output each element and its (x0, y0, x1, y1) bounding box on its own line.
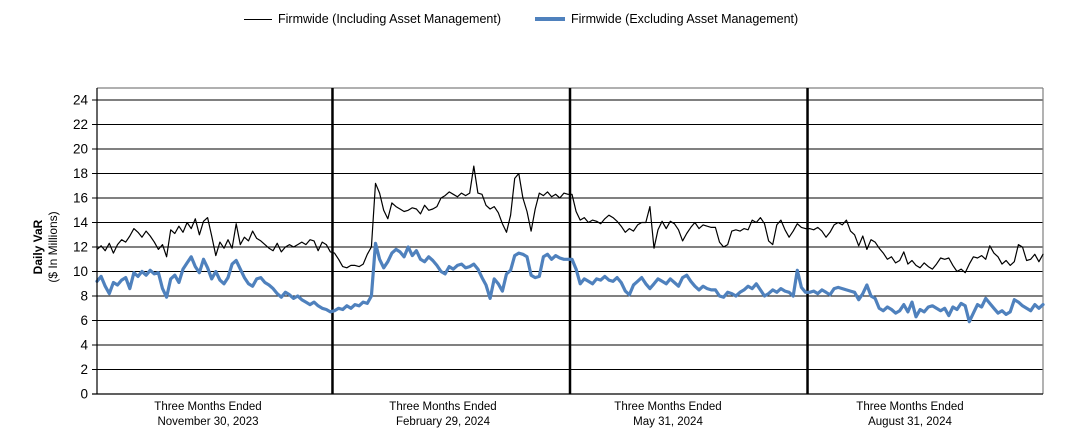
y-tick-label: 18 (73, 166, 88, 181)
x-axis-quarter-label-3: Three Months Ended May 31, 2024 (558, 400, 778, 430)
quarter-3-line1: Three Months Ended (614, 401, 722, 413)
legend: Firmwide (Including Asset Management) Fi… (244, 12, 798, 26)
y-tick-label: 22 (73, 117, 88, 132)
quarter-3-line2: May 31, 2024 (633, 415, 703, 428)
y-tick-label: 12 (73, 240, 88, 255)
legend-label-including: Firmwide (Including Asset Management) (278, 12, 502, 26)
quarter-2-line1: Three Months Ended (389, 401, 497, 413)
y-tick-label: 10 (73, 264, 88, 279)
black-line-swatch-icon (244, 18, 272, 20)
y-tick-label: 2 (80, 362, 88, 377)
y-tick-label: 20 (73, 142, 88, 157)
blue-line-swatch-icon (535, 17, 566, 21)
legend-item-including: Firmwide (Including Asset Management) (244, 12, 501, 26)
quarter-2-line2: February 29, 2024 (396, 415, 490, 428)
series-line-including (96, 165, 1044, 274)
y-tick-label: 24 (73, 93, 89, 108)
series-line-excluding (95, 241, 1045, 324)
quarter-4-line2: August 31, 2024 (868, 415, 952, 428)
y-tick-label: 14 (73, 215, 89, 230)
x-axis-quarter-label-2: Three Months Ended February 29, 2024 (333, 400, 553, 430)
x-axis-quarter-label-4: Three Months Ended August 31, 2024 (800, 400, 1020, 430)
quarter-1-line2: November 30, 2023 (157, 415, 259, 428)
x-axis-quarter-label-1: Three Months Ended November 30, 2023 (98, 400, 318, 430)
quarter-4-line1: Three Months Ended (856, 401, 964, 413)
y-tick-label: 4 (80, 338, 88, 353)
y-tick-label: 8 (80, 289, 88, 304)
y-tick-label: 6 (80, 313, 88, 328)
legend-label-excluding: Firmwide (Excluding Asset Management) (571, 12, 799, 26)
quarter-1-line1: Three Months Ended (154, 401, 262, 413)
y-tick-label: 0 (80, 387, 88, 402)
legend-item-excluding: Firmwide (Excluding Asset Management) (535, 12, 798, 26)
y-tick-label: 16 (73, 191, 88, 206)
